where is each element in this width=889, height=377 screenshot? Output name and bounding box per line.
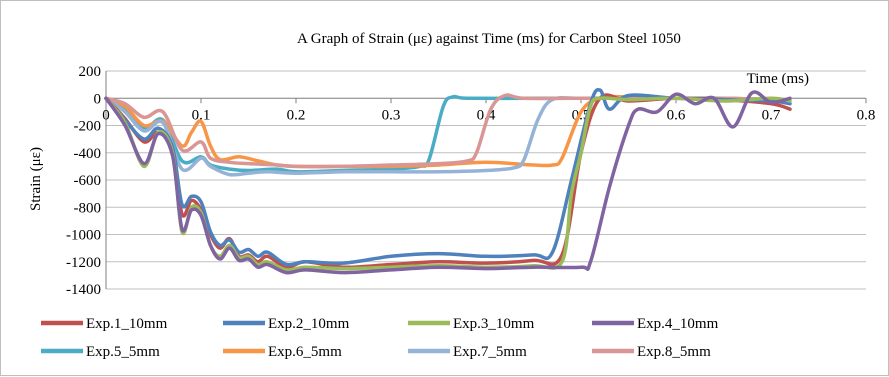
legend-label: Exp.6_5mm [268, 344, 342, 360]
y-tick-label: 200 [79, 64, 102, 80]
gridlines [105, 70, 866, 290]
legend-label: Exp.4_10mm [637, 316, 719, 332]
y-tick-label: -200 [74, 119, 102, 135]
legend: Exp.1_10mm Exp.2_10mm Exp.3_10mm Exp.4_10mm… [41, 316, 719, 360]
series-line-Exp.2_10mm [104, 87, 792, 267]
plot-area [104, 87, 792, 275]
legend-label: Exp.5_5mm [86, 344, 160, 360]
y-axis-label: Strain (με) [28, 147, 44, 211]
chart-title: A Graph of Strain (με) against Time (ms)… [297, 31, 681, 47]
series-line-Exp.8_5mm [104, 93, 773, 169]
x-tick-label: 0.8 [857, 107, 876, 123]
series-line-Exp.4_10mm [104, 90, 792, 275]
legend-label: Exp.3_10mm [453, 316, 535, 332]
x-tick-label: 0.6 [667, 107, 686, 123]
y-tick-label: -600 [74, 173, 102, 189]
legend-label: Exp.2_10mm [268, 316, 350, 332]
y-tick-label: -1400 [66, 282, 101, 298]
legend-label: Exp.1_10mm [86, 316, 168, 332]
x-tick-label: 0.1 [192, 107, 211, 123]
y-axis-ticks: 200 0 -200 -400 -600 -800 -1000 -1200 -1400 [66, 64, 101, 298]
y-tick-label: 0 [94, 91, 102, 107]
x-tick-label: 0.7 [762, 107, 781, 123]
y-tick-label: -1200 [66, 255, 101, 271]
y-tick-label: -400 [74, 146, 102, 162]
legend-label: Exp.8_5mm [637, 344, 711, 360]
legend-label: Exp.7_5mm [453, 344, 527, 360]
x-tick-label: 0.2 [287, 107, 306, 123]
y-tick-label: -800 [74, 200, 102, 216]
x-tick-label: 0.3 [382, 107, 401, 123]
y-tick-label: -1000 [66, 228, 101, 244]
x-axis-label: Time (ms) [747, 71, 809, 87]
x-tick-label: 0 [102, 107, 110, 123]
